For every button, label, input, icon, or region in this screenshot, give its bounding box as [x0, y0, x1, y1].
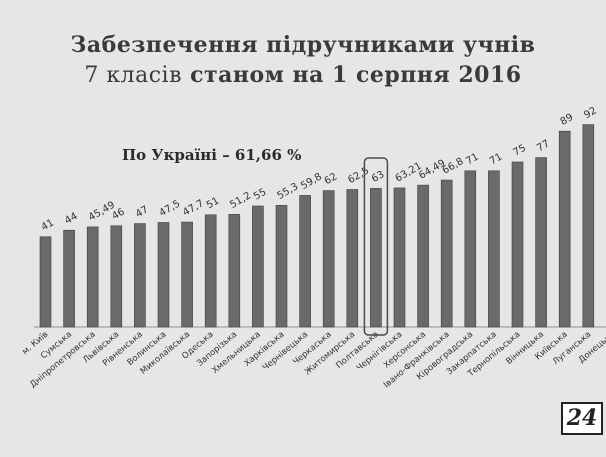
bar-10	[275, 205, 288, 328]
bar-19	[488, 170, 500, 328]
data-label-10: 55,3	[276, 181, 301, 202]
chart-title-date: станом на 1 серпня 2016	[181, 62, 522, 88]
data-label-7: 51	[205, 196, 222, 212]
bar-9	[252, 205, 264, 328]
data-label-1: 44	[63, 211, 80, 227]
bar-13	[346, 189, 359, 328]
data-label-6: 47,7	[181, 198, 206, 219]
data-label-0: 41	[40, 218, 57, 234]
bar-0	[39, 236, 52, 328]
chart-title-line-2: 7 класів станом на 1 серпня 2016	[0, 62, 606, 88]
bar-22	[558, 130, 571, 328]
bar-6	[181, 221, 193, 328]
data-label-5: 47,5	[158, 198, 183, 219]
data-label-11: 59,8	[299, 171, 324, 192]
data-label-12: 62	[323, 171, 340, 187]
data-label-14: 63	[370, 169, 387, 185]
bar-1	[63, 229, 75, 328]
bar-17	[440, 179, 453, 328]
chart-title-line-1: Забезпечення підручниками учнів	[70, 32, 536, 58]
highlight-box	[363, 157, 389, 336]
bar-5	[157, 222, 170, 328]
bar-12	[322, 190, 335, 328]
data-label-23: 92	[582, 105, 599, 121]
data-label-8: 51,2	[228, 190, 253, 211]
bar-16	[417, 184, 429, 328]
data-label-20: 75	[512, 143, 529, 159]
bar-20	[511, 161, 524, 328]
data-label-9: 55	[252, 187, 269, 203]
data-label-22: 89	[559, 112, 576, 128]
bar-7	[204, 214, 217, 328]
bar-8	[228, 214, 241, 328]
national-average-label: По Україні – 61,66 %	[122, 146, 302, 164]
bar-11	[299, 195, 311, 328]
bar-21	[535, 157, 547, 328]
bar-23	[582, 124, 595, 328]
bar-3	[110, 225, 123, 328]
data-label-3: 46	[110, 207, 127, 223]
bar-14	[370, 188, 382, 328]
data-label-4: 47	[134, 204, 151, 220]
bar-18	[464, 170, 477, 328]
data-label-19: 71	[488, 152, 505, 168]
data-label-13: 62,5	[346, 165, 371, 186]
bar-2	[86, 226, 99, 328]
data-label-21: 77	[535, 138, 552, 154]
data-label-18: 71	[464, 152, 481, 168]
page-number-badge: 24	[561, 402, 603, 435]
bar-4	[134, 223, 146, 328]
chart-title-grade: 7 класів	[84, 63, 182, 88]
bar-15	[393, 187, 406, 328]
data-label-17: 66,8	[441, 156, 466, 177]
